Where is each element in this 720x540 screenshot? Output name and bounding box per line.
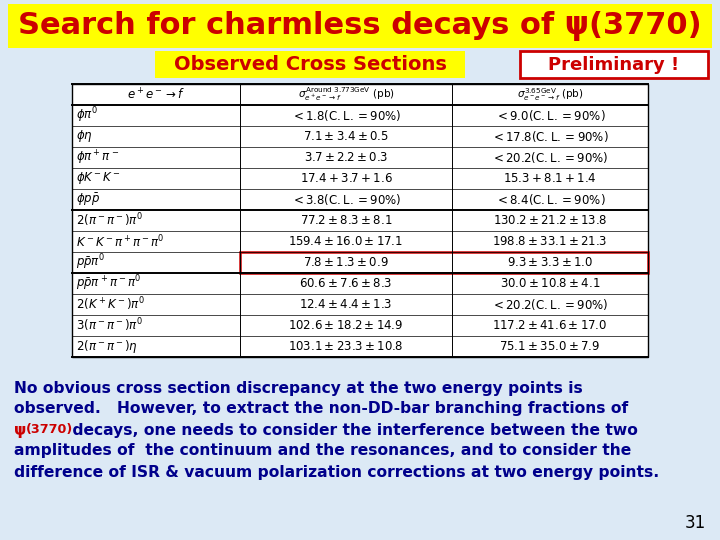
Text: $7.8 \pm 1.3 \pm 0.9$: $7.8 \pm 1.3 \pm 0.9$ (303, 256, 389, 269)
Text: ψ: ψ (14, 422, 27, 437)
Text: $117.2 \pm 41.6 \pm 17.0$: $117.2 \pm 41.6 \pm 17.0$ (492, 319, 608, 332)
Text: $\phi\pi^0$: $\phi\pi^0$ (76, 106, 98, 125)
Text: $< 3.8(\mathrm{C.L.}=90\%)$: $< 3.8(\mathrm{C.L.}=90\%)$ (291, 192, 401, 207)
Text: $3.7 \pm 2.2 \pm 0.3$: $3.7 \pm 2.2 \pm 0.3$ (304, 151, 388, 164)
Text: decays, one needs to consider the interference between the two: decays, one needs to consider the interf… (67, 422, 638, 437)
Bar (155, 51, 465, 78)
Text: No obvious cross section discrepancy at the two energy points is: No obvious cross section discrepancy at … (14, 381, 582, 395)
Text: $102.6 \pm 18.2 \pm 14.9$: $102.6 \pm 18.2 \pm 14.9$ (288, 319, 404, 332)
Text: $\phi p\bar{p}$: $\phi p\bar{p}$ (76, 191, 100, 208)
Text: 31: 31 (685, 514, 706, 532)
Text: $9.3 \pm 3.3 \pm 1.0$: $9.3 \pm 3.3 \pm 1.0$ (507, 256, 593, 269)
Text: Preliminary !: Preliminary ! (549, 56, 680, 74)
Text: observed.   However, to extract the non-DD-bar branching fractions of: observed. However, to extract the non-DD… (14, 402, 629, 416)
Bar (8, 4, 712, 48)
Text: $< 9.0(\mathrm{C.L.}=90\%)$: $< 9.0(\mathrm{C.L.}=90\%)$ (495, 108, 606, 123)
Text: $2(K^+K^-)\pi^0$: $2(K^+K^-)\pi^0$ (76, 296, 145, 313)
Text: $12.4 \pm 4.4 \pm 1.3$: $12.4 \pm 4.4 \pm 1.3$ (300, 298, 392, 311)
Bar (520, 51, 708, 78)
Text: (3770): (3770) (26, 423, 73, 436)
Text: $< 1.8(\mathrm{C.L.}=90\%)$: $< 1.8(\mathrm{C.L.}=90\%)$ (291, 108, 401, 123)
Text: $130.2 \pm 21.2 \pm 13.8$: $130.2 \pm 21.2 \pm 13.8$ (493, 214, 607, 227)
Text: $30.0 \pm 10.8 \pm 4.1$: $30.0 \pm 10.8 \pm 4.1$ (500, 277, 600, 290)
Text: $75.1 \pm 35.0 \pm 7.9$: $75.1 \pm 35.0 \pm 7.9$ (500, 340, 600, 353)
Text: $77.2 \pm 8.3 \pm 8.1$: $77.2 \pm 8.3 \pm 8.1$ (300, 214, 392, 227)
Bar (240, 252, 648, 273)
Text: $60.6 \pm 7.6 \pm 8.3$: $60.6 \pm 7.6 \pm 8.3$ (300, 277, 392, 290)
Text: $K^-K^-\pi^+\pi^-\pi^0$: $K^-K^-\pi^+\pi^-\pi^0$ (76, 233, 164, 250)
Text: $< 20.2(\mathrm{C.L.}=90\%)$: $< 20.2(\mathrm{C.L.}=90\%)$ (491, 150, 608, 165)
Text: $17.4 + 3.7 + 1.6$: $17.4 + 3.7 + 1.6$ (300, 172, 392, 185)
Text: $159.4 \pm 16.0 \pm 17.1$: $159.4 \pm 16.0 \pm 17.1$ (289, 235, 403, 248)
Text: $< 20.2(\mathrm{C.L.}=90\%)$: $< 20.2(\mathrm{C.L.}=90\%)$ (491, 297, 608, 312)
Text: $15.3 + 8.1 + 1.4$: $15.3 + 8.1 + 1.4$ (503, 172, 597, 185)
Text: $2(\pi^-\pi^-)\eta$: $2(\pi^-\pi^-)\eta$ (76, 338, 138, 355)
Text: $\phi\eta$: $\phi\eta$ (76, 129, 93, 145)
Text: $e^+e^- \rightarrow f$: $e^+e^- \rightarrow f$ (127, 87, 185, 102)
Text: $198.8 \pm 33.1 \pm 21.3$: $198.8 \pm 33.1 \pm 21.3$ (492, 235, 608, 248)
Text: $p\bar{p}\pi^+\pi^-\pi^0$: $p\bar{p}\pi^+\pi^-\pi^0$ (76, 274, 141, 293)
Text: difference of ISR & vacuum polarization corrections at two energy points.: difference of ISR & vacuum polarization … (14, 464, 660, 480)
Text: Search for charmless decays of ψ(3770): Search for charmless decays of ψ(3770) (18, 11, 702, 41)
Text: $< 17.8(\mathrm{C.L.}=90\%)$: $< 17.8(\mathrm{C.L.}=90\%)$ (491, 129, 609, 144)
Text: $2(\pi^-\pi^-)\pi^0$: $2(\pi^-\pi^-)\pi^0$ (76, 212, 143, 230)
Text: $3(\pi^-\pi^-)\pi^0$: $3(\pi^-\pi^-)\pi^0$ (76, 316, 143, 334)
Text: $\sigma^{3.65{\rm GeV}}_{e^-e^-\rightarrow f}$ (pb): $\sigma^{3.65{\rm GeV}}_{e^-e^-\rightarr… (517, 86, 583, 103)
Text: $\sigma^{\rm Around\ 3.773GeV}_{e^+e^-\rightarrow f}$ (pb): $\sigma^{\rm Around\ 3.773GeV}_{e^+e^-\r… (297, 86, 395, 103)
Text: Observed Cross Sections: Observed Cross Sections (174, 56, 446, 75)
Text: $< 8.4(\mathrm{C.L.}=90\%)$: $< 8.4(\mathrm{C.L.}=90\%)$ (495, 192, 606, 207)
Bar (72, 84, 648, 357)
Text: $103.1 \pm 23.3 \pm 10.8$: $103.1 \pm 23.3 \pm 10.8$ (288, 340, 404, 353)
Text: $\phi\pi^+\pi^-$: $\phi\pi^+\pi^-$ (76, 148, 119, 167)
Text: $\phi K^-K^-$: $\phi K^-K^-$ (76, 171, 121, 186)
Text: amplitudes of  the continuum and the resonances, and to consider the: amplitudes of the continuum and the reso… (14, 443, 631, 458)
Text: $7.1 \pm 3.4 \pm 0.5$: $7.1 \pm 3.4 \pm 0.5$ (303, 130, 389, 143)
Text: $p\bar{p}\pi^0$: $p\bar{p}\pi^0$ (76, 253, 105, 272)
